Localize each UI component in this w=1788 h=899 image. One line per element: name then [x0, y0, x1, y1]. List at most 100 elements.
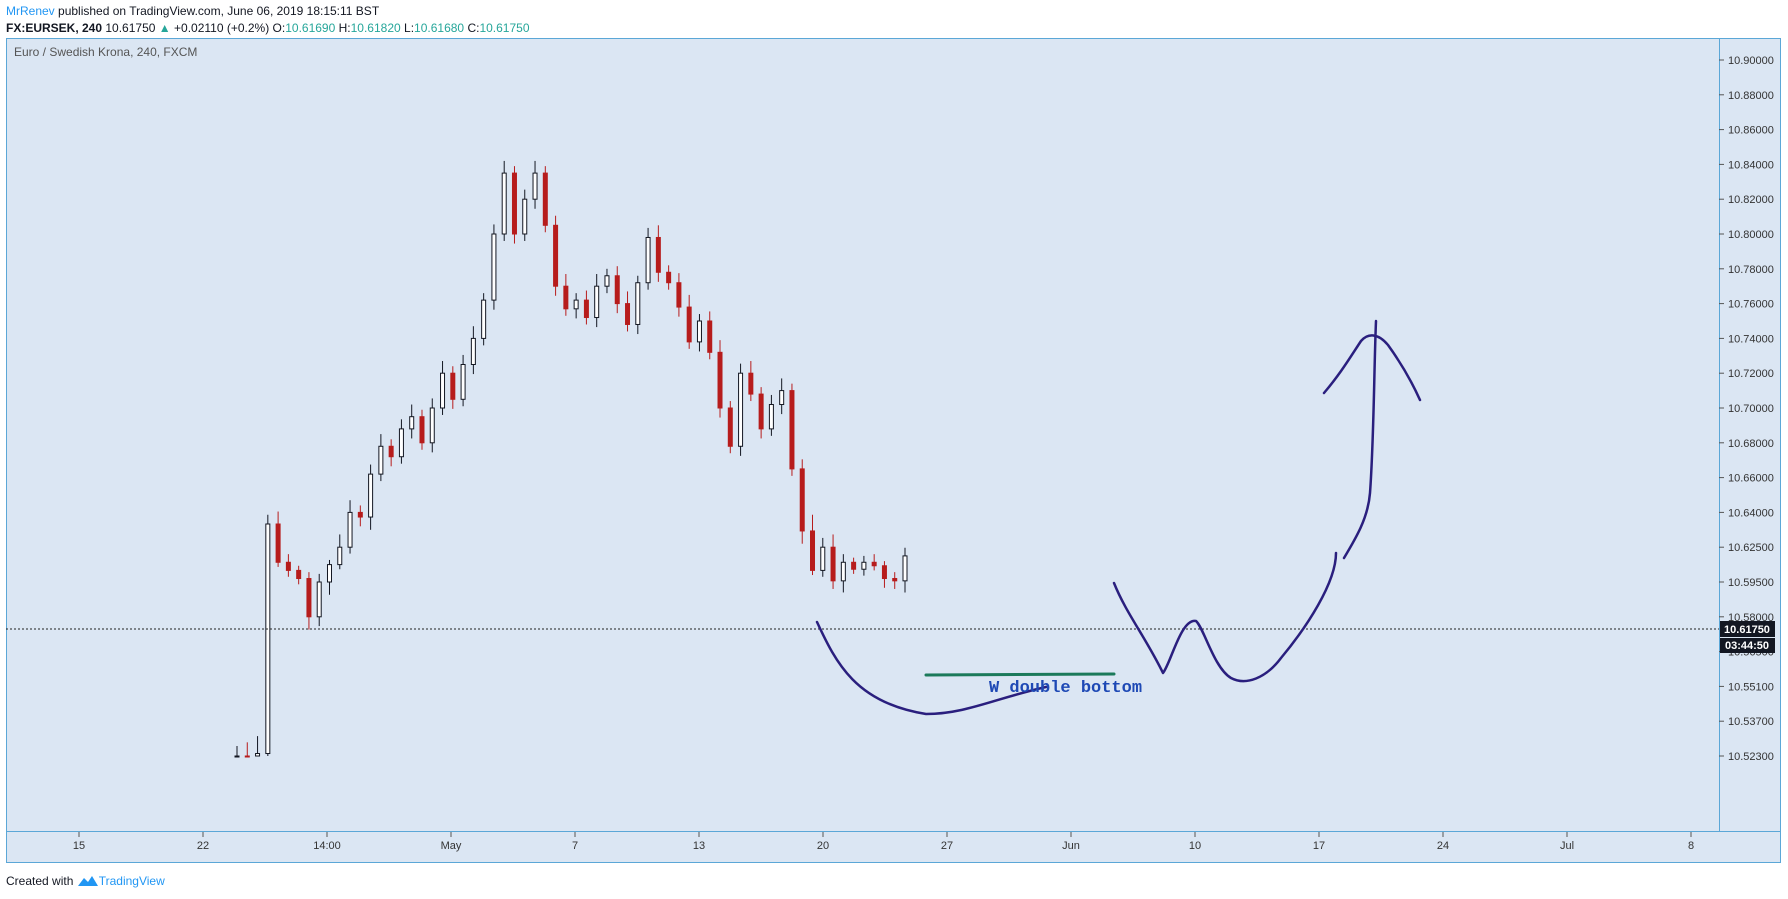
publish-info: published on TradingView.com, June 06, 2… [58, 4, 380, 18]
tradingview-link[interactable]: TradingView [98, 874, 165, 888]
high-value: 10.61820 [350, 21, 401, 35]
candle [830, 534, 836, 589]
y-tick-label: 10.58000 [1728, 612, 1774, 624]
symbol-label: FX:EURSEK, 240 [6, 21, 103, 35]
x-tick-label: Jun [1062, 840, 1080, 852]
candle [234, 746, 240, 758]
last-price: 10.61750 [105, 21, 156, 35]
y-axis: 10.90000 10.88000 10.86000 10.84000 10.82000… [1719, 55, 1774, 763]
candle [398, 419, 404, 464]
footer: Created with TradingView [6, 874, 165, 888]
candle [470, 326, 476, 375]
candle [625, 291, 631, 332]
y-tick-label: 10.53700 [1728, 716, 1774, 728]
candle [481, 293, 487, 346]
candle [810, 514, 816, 576]
candle [501, 160, 507, 241]
candle [892, 572, 898, 589]
candle [573, 293, 579, 319]
author-link[interactable]: MrRenev [6, 4, 55, 18]
candle [707, 311, 713, 360]
last-price-tag [1720, 621, 1775, 637]
chart-title: Euro / Swedish Krona, 240, FXCM [14, 45, 197, 59]
candle [429, 398, 435, 453]
candle [768, 394, 774, 436]
y-tick-label: 10.55100 [1728, 681, 1774, 693]
candle [717, 340, 723, 418]
price-chart[interactable]: Euro / Swedish Krona, 240, FXCM 10.90000… [6, 38, 1781, 863]
candle [881, 561, 887, 588]
candle [686, 294, 692, 349]
candle [347, 500, 353, 554]
candle [748, 361, 754, 402]
candles [234, 160, 908, 758]
x-tick-label: 22 [197, 840, 209, 852]
support-line-drawing[interactable] [924, 672, 1116, 677]
x-tick-label: 14:00 [313, 840, 341, 852]
candle [840, 554, 846, 593]
y-tick-label: 10.72000 [1728, 368, 1774, 380]
candle [676, 273, 682, 317]
x-tick-label: May [441, 840, 462, 852]
x-tick-label: 17 [1313, 840, 1325, 852]
x-tick-label: Jul [1560, 840, 1574, 852]
candle [244, 742, 250, 758]
y-tick-label: 10.88000 [1728, 90, 1774, 102]
x-tick-label: 13 [693, 840, 705, 852]
y-tick-label: 10.64000 [1728, 507, 1774, 519]
x-tick-label: 7 [572, 840, 578, 852]
candle [460, 354, 466, 407]
candle [635, 275, 641, 335]
open-label: O: [272, 21, 286, 35]
arrow-head-drawing[interactable] [1322, 334, 1422, 402]
candle [820, 537, 826, 577]
candle [378, 434, 384, 482]
cup-curve-drawing[interactable] [815, 620, 1048, 716]
candle [316, 573, 322, 627]
w-pattern-drawing[interactable] [1112, 551, 1338, 683]
y-tick-label: 10.80000 [1728, 229, 1774, 241]
candle [255, 736, 261, 757]
candle [532, 160, 538, 209]
candle [871, 554, 877, 571]
candle [337, 534, 343, 570]
time-scale[interactable] [6, 831, 1781, 863]
x-tick-label: 15 [73, 840, 85, 852]
y-tick-label: 10.78000 [1728, 264, 1774, 276]
candle [285, 554, 291, 577]
close-value: 10.61750 [479, 21, 530, 35]
y-tick-label: 10.68000 [1728, 438, 1774, 450]
candle [758, 387, 764, 439]
candle [604, 268, 610, 294]
candle [265, 514, 271, 756]
y-tick-label: 10.86000 [1728, 125, 1774, 137]
candle [275, 511, 281, 567]
plot-area[interactable] [6, 38, 1720, 832]
candle [666, 265, 672, 290]
price-scale[interactable] [1719, 38, 1781, 832]
candle [727, 401, 733, 454]
y-tick-label: 10.76000 [1728, 299, 1774, 311]
y-tick-label: 10.82000 [1728, 194, 1774, 206]
candle [450, 366, 456, 409]
tradingview-logo-icon [77, 876, 98, 886]
y-tick-label: 10.52300 [1728, 751, 1774, 763]
y-tick-label: 10.70000 [1728, 403, 1774, 415]
countdown-tag [1720, 638, 1775, 653]
up-arrow-icon: ▲ [158, 21, 171, 35]
y-tick-label: 10.84000 [1728, 159, 1774, 171]
candle [296, 565, 302, 585]
last-price-tag-text: 10.61750 [1724, 624, 1770, 636]
candle [357, 505, 363, 527]
candle [902, 547, 908, 593]
breakout-arrow-drawing[interactable] [1342, 319, 1378, 560]
candle [522, 189, 528, 241]
x-tick-label: 10 [1189, 840, 1201, 852]
candle [799, 459, 805, 544]
candle [563, 274, 569, 316]
y-tick-label: 10.59500 [1728, 577, 1774, 589]
y-tick-label: 10.62500 [1728, 542, 1774, 554]
candle [326, 559, 332, 595]
drawings[interactable]: W double bottom [815, 319, 1422, 716]
